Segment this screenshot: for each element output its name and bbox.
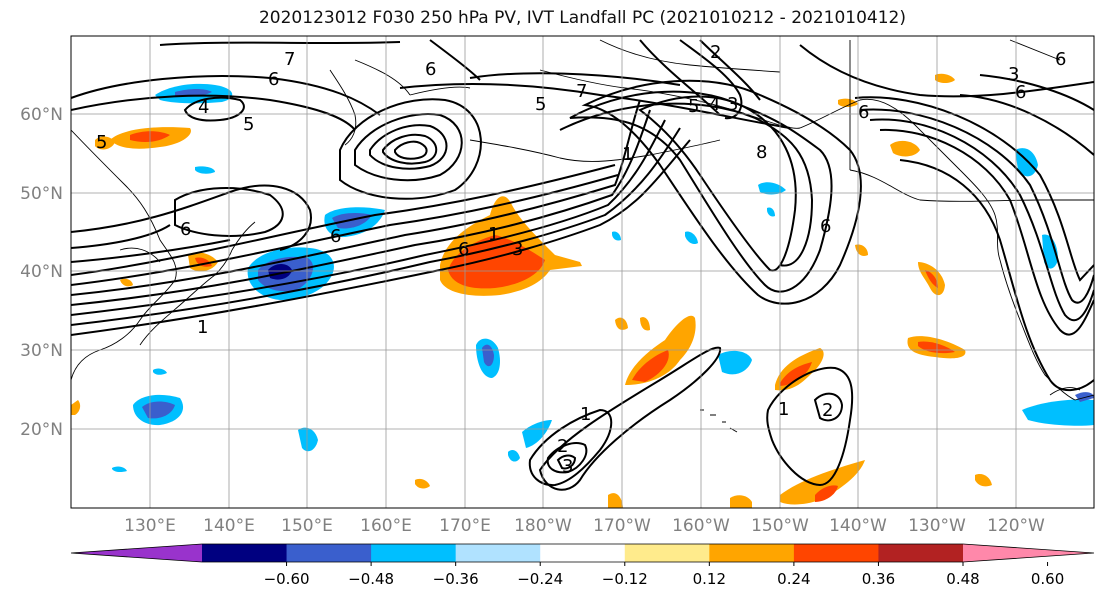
contour-label: 6 xyxy=(180,219,191,240)
lon-labels: 130°E 140°E 150°E 160°E 170°E 180°W 170°… xyxy=(124,516,1045,536)
contour-label: 4 xyxy=(198,97,209,118)
contour-label: 6 xyxy=(425,59,436,80)
lat-label: 40°N xyxy=(20,262,63,282)
colorbar-segment xyxy=(371,544,457,562)
lon-label: 140°W xyxy=(829,516,887,536)
lon-label: 160°E xyxy=(360,516,412,536)
lon-label: 170°W xyxy=(593,516,651,536)
contour-label: 5 xyxy=(96,132,107,153)
contour-label: 4 xyxy=(709,94,720,115)
colorbar-segment xyxy=(793,544,879,562)
lon-label: 150°E xyxy=(281,516,333,536)
contour-label: 3 xyxy=(512,239,523,260)
contour-label: 6 xyxy=(858,102,869,123)
colorbar: −0.60 −0.48 −0.36 −0.24 −0.12 0.12 0.24 0.36 0.4… xyxy=(70,543,1095,588)
colorbar-tick-label: 0.60 xyxy=(1031,570,1064,588)
lon-label: 120°W xyxy=(987,516,1045,536)
lon-label: 170°E xyxy=(439,516,491,536)
contour-label: 1 xyxy=(488,224,499,245)
lon-label: 180°W xyxy=(514,516,572,536)
lat-label: 30°N xyxy=(20,341,63,361)
colorbar-tick-label: −0.36 xyxy=(433,570,479,588)
lat-label: 50°N xyxy=(20,184,63,204)
colorbar-segment xyxy=(540,544,626,562)
contour-labels: 7 6 6 4 5 5 6 7 2 5 4 3 3 6 6 6 5 1 8 6 … xyxy=(96,42,1066,477)
contour-label: 1 xyxy=(197,317,208,338)
contour-label: 6 xyxy=(1055,49,1066,70)
colorbar-tick-label: 0.12 xyxy=(693,570,726,588)
map-title: 2020123012 F030 250 hPa PV, IVT Landfall… xyxy=(258,8,906,28)
contour-label: 3 xyxy=(727,94,738,115)
colorbar-tick-label: −0.48 xyxy=(348,570,394,588)
colorbar-tick-label: 0.24 xyxy=(777,570,810,588)
contour-label: 2 xyxy=(557,436,568,457)
contour-label: 6 xyxy=(458,239,469,260)
contour-label: 2 xyxy=(822,400,833,421)
contour-label: 6 xyxy=(330,226,341,247)
lon-label: 130°W xyxy=(908,516,966,536)
colorbar-extend-max xyxy=(963,544,1094,562)
lat-label: 60°N xyxy=(20,105,63,125)
colorbar-segment xyxy=(202,544,288,562)
colorbar-tick-label: −0.24 xyxy=(517,570,563,588)
contour-label: 5 xyxy=(688,96,699,117)
contour-label: 6 xyxy=(820,216,831,237)
contour-label: 5 xyxy=(243,114,254,135)
colorbar-segment xyxy=(286,544,372,562)
lon-label: 130°E xyxy=(124,516,176,536)
colorbar-segment xyxy=(624,544,710,562)
map-frame xyxy=(70,35,1095,509)
lat-labels: 60°N 50°N 40°N 30°N 20°N xyxy=(20,105,63,440)
colorbar-tick-label: −0.60 xyxy=(264,570,310,588)
colorbar-segment xyxy=(709,544,795,562)
contour-label: 6 xyxy=(268,69,279,90)
contour-label: 7 xyxy=(284,49,295,70)
contour-label: 3 xyxy=(1008,64,1019,85)
colorbar-tick-label: 0.36 xyxy=(862,570,895,588)
lon-label: 160°W xyxy=(672,516,730,536)
contour-label: 3 xyxy=(562,456,573,477)
contour-label: 5 xyxy=(535,94,546,115)
lon-label: 140°E xyxy=(203,516,255,536)
colorbar-segment xyxy=(878,544,964,562)
contour-label: 1 xyxy=(580,404,591,425)
contour-label: 6 xyxy=(1015,82,1026,103)
contour-label: 8 xyxy=(756,142,767,163)
lat-label: 20°N xyxy=(20,420,63,440)
gridlines xyxy=(71,36,1094,508)
colorbar-extend-min xyxy=(71,544,202,562)
colorbar-tick-label: 0.48 xyxy=(946,570,979,588)
contour-label: 2 xyxy=(710,42,721,63)
contour-label: 1 xyxy=(622,144,633,165)
colorbar-outline xyxy=(70,543,1095,563)
colorbar-segment xyxy=(455,544,541,562)
contour-label: 7 xyxy=(576,81,587,102)
contour-label: 1 xyxy=(778,399,789,420)
colorbar-tick-label: −0.12 xyxy=(602,570,648,588)
lon-label: 150°W xyxy=(751,516,809,536)
